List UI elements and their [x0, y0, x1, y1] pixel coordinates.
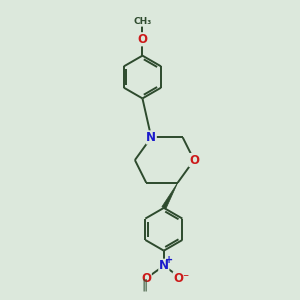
Text: O⁻: O⁻ — [173, 272, 190, 285]
Text: N: N — [146, 131, 156, 144]
Text: CH₃: CH₃ — [133, 17, 152, 26]
Text: N: N — [159, 259, 169, 272]
Text: O: O — [137, 33, 148, 46]
Text: +: + — [165, 255, 173, 265]
Text: ‖: ‖ — [142, 279, 148, 292]
Text: O: O — [189, 154, 199, 166]
Text: O: O — [141, 272, 151, 285]
Polygon shape — [162, 183, 178, 209]
